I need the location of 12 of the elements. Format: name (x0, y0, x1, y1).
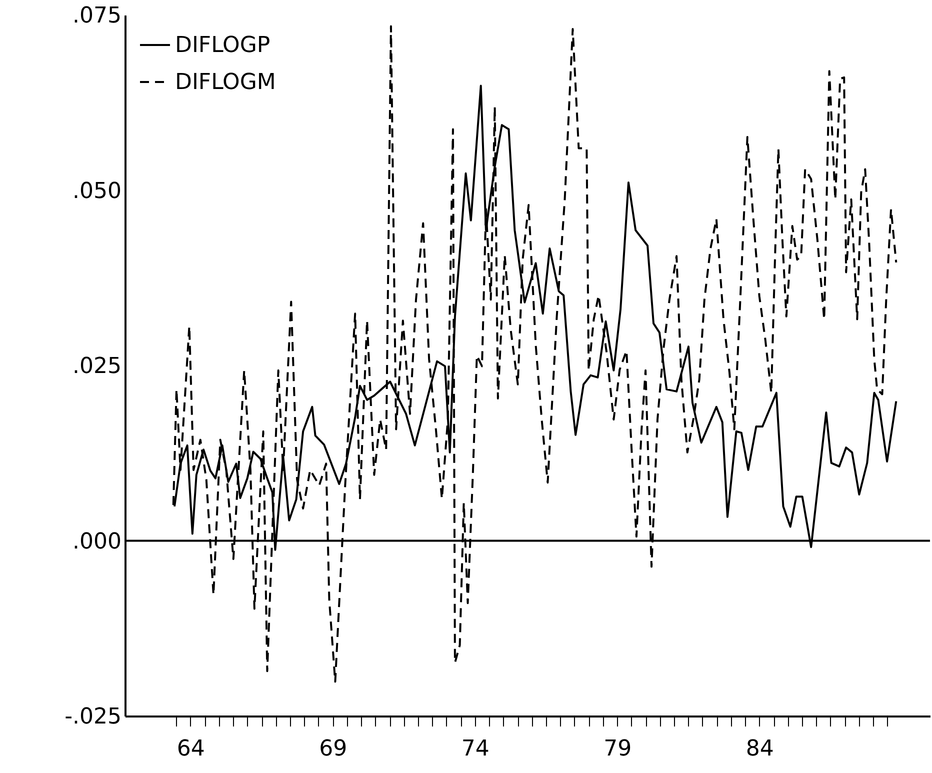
y-tick-label: -.025 (64, 704, 122, 730)
x-tick-label: 64 (176, 736, 205, 762)
x-tick-label: 69 (319, 736, 348, 762)
y-tick-label: .050 (72, 178, 122, 204)
legend-label: DIFLOGP (175, 33, 270, 58)
x-tick-label: 79 (604, 736, 632, 762)
legend-label: DIFLOGM (175, 70, 276, 95)
y-tick-label: .025 (72, 354, 122, 379)
y-tick-label: .000 (72, 529, 122, 554)
y-tick-label: .075 (72, 4, 122, 28)
x-tick-label: 74 (461, 736, 490, 762)
x-tick-label: 84 (746, 736, 774, 762)
